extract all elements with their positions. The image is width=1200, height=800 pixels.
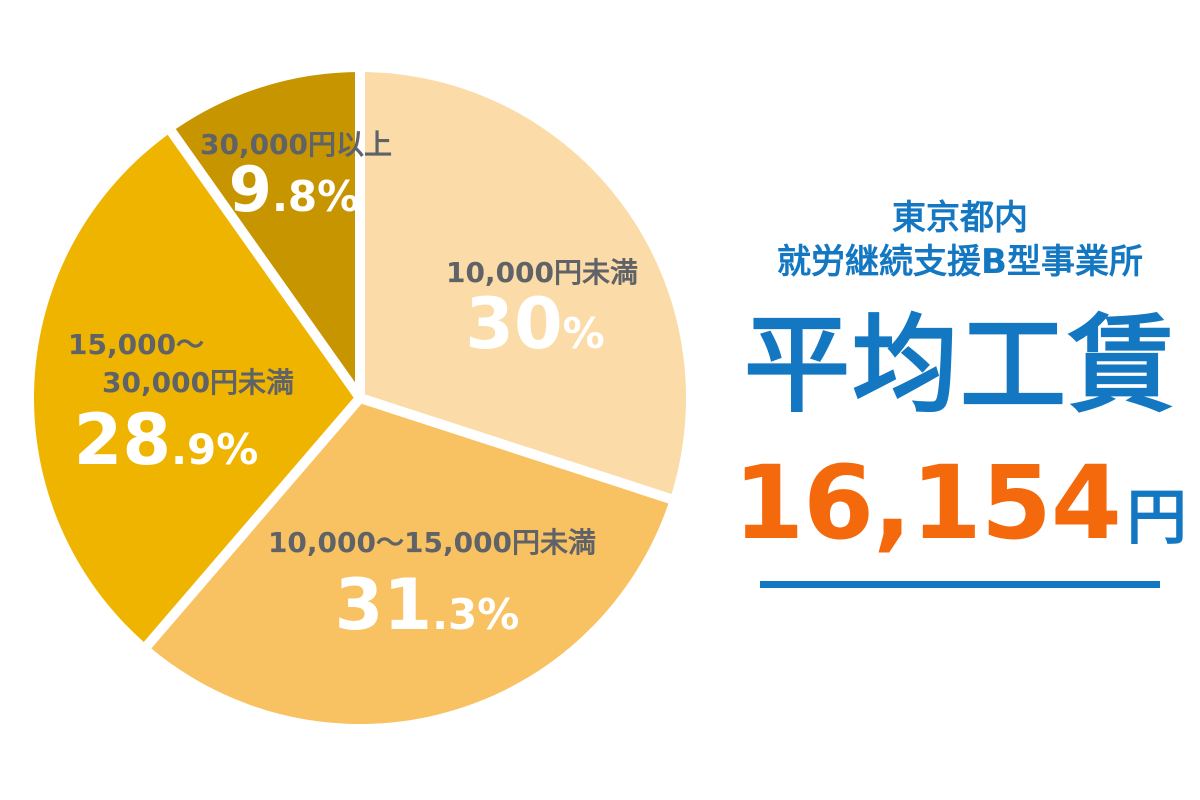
headline-panel: 東京都内 就労継続支援B型事業所 平均工賃 16,154 円	[720, 0, 1200, 800]
pie-slice-10000-15000	[147, 398, 671, 725]
pie-slice-under-10000	[360, 72, 686, 499]
region-title-line1: 東京都内	[892, 198, 1028, 238]
pie-svg	[33, 72, 686, 725]
metric-title: 平均工賃	[744, 304, 1176, 427]
amount-underline	[760, 581, 1160, 588]
pie-chart: 10,000円未満 30% 10,000〜15,000円未満 31.3% 15,…	[30, 68, 690, 728]
region-title-line2: 就労継続支援B型事業所	[777, 242, 1143, 282]
amount-unit: 円	[1126, 483, 1187, 553]
pie-slice-15000-30000	[33, 131, 360, 646]
pie-slice-over-30000	[171, 72, 360, 398]
slice-separator	[143, 394, 364, 649]
slice-separator	[167, 128, 365, 401]
slice-separator	[358, 393, 672, 504]
amount-value: 16,154	[733, 444, 1122, 563]
amount-row: 16,154 円	[720, 447, 1200, 560]
